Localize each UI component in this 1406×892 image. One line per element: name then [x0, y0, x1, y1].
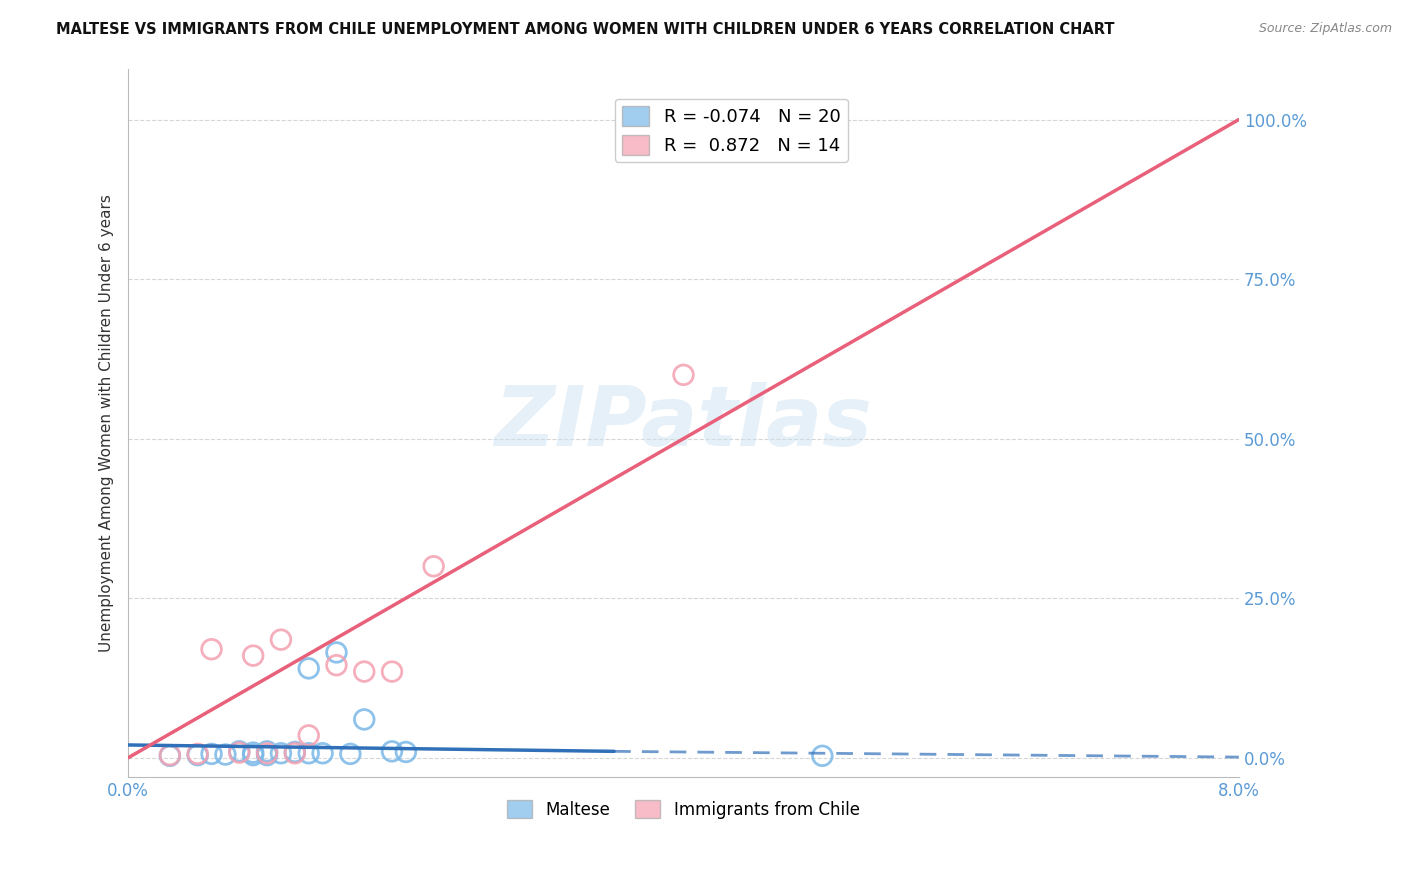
- Point: [353, 713, 375, 727]
- Point: [395, 745, 418, 759]
- Point: [811, 748, 834, 763]
- Point: [256, 748, 278, 763]
- Point: [422, 559, 444, 574]
- Point: [256, 744, 278, 758]
- Text: Source: ZipAtlas.com: Source: ZipAtlas.com: [1258, 22, 1392, 36]
- Point: [200, 747, 222, 761]
- Point: [228, 744, 250, 758]
- Point: [242, 746, 264, 760]
- Point: [187, 747, 209, 761]
- Point: [298, 746, 321, 760]
- Point: [381, 744, 404, 758]
- Point: [270, 632, 292, 647]
- Point: [214, 747, 236, 762]
- Point: [270, 746, 292, 760]
- Point: [256, 746, 278, 760]
- Point: [672, 368, 695, 382]
- Point: [311, 746, 333, 760]
- Text: ZIPatlas: ZIPatlas: [495, 382, 873, 463]
- Legend: Maltese, Immigrants from Chile: Maltese, Immigrants from Chile: [501, 793, 866, 825]
- Point: [381, 665, 404, 679]
- Point: [325, 645, 347, 659]
- Point: [298, 661, 321, 675]
- Point: [284, 745, 307, 759]
- Point: [339, 747, 361, 761]
- Point: [200, 642, 222, 657]
- Point: [242, 748, 264, 763]
- Point: [228, 746, 250, 760]
- Text: MALTESE VS IMMIGRANTS FROM CHILE UNEMPLOYMENT AMONG WOMEN WITH CHILDREN UNDER 6 : MALTESE VS IMMIGRANTS FROM CHILE UNEMPLO…: [56, 22, 1115, 37]
- Point: [242, 648, 264, 663]
- Point: [159, 748, 181, 763]
- Point: [325, 658, 347, 673]
- Point: [284, 746, 307, 760]
- Point: [187, 748, 209, 763]
- Point: [298, 728, 321, 742]
- Point: [159, 748, 181, 763]
- Point: [353, 665, 375, 679]
- Y-axis label: Unemployment Among Women with Children Under 6 years: Unemployment Among Women with Children U…: [100, 194, 114, 652]
